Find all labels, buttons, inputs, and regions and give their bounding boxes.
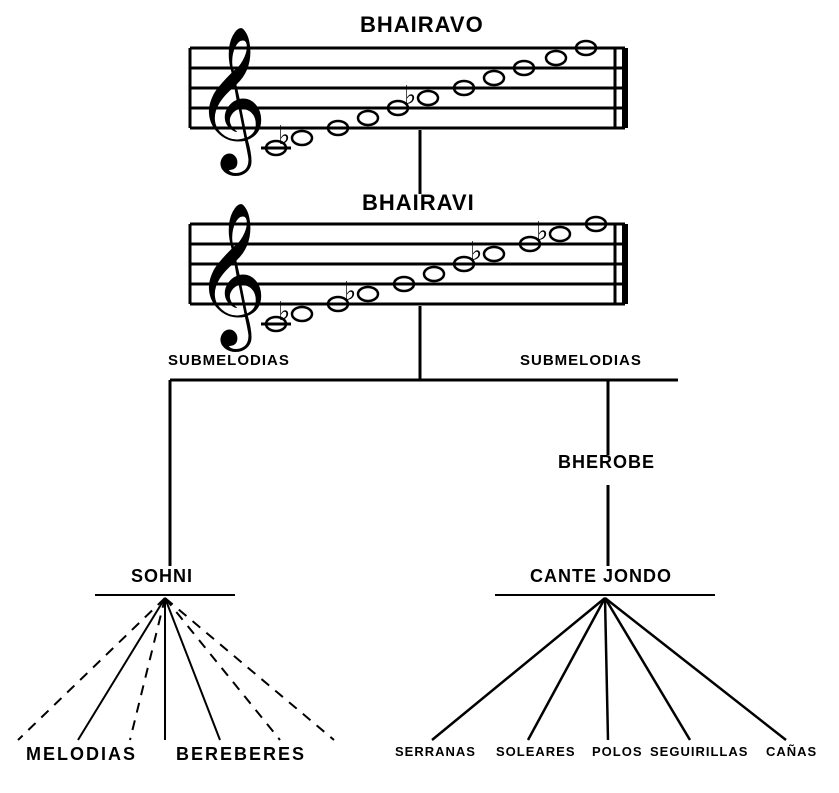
leaf-serranas: SERRANAS — [395, 744, 476, 759]
label-submelodias-right: SUBMELODIAS — [520, 352, 642, 369]
leaf-seguirillas: SEGUIRILLAS — [650, 744, 748, 759]
svg-text:♭: ♭ — [404, 81, 416, 110]
leaf-melodias: MELODIAS — [26, 744, 137, 765]
label-cante-jondo: CANTE JONDO — [530, 566, 672, 587]
svg-text:𝄞: 𝄞 — [194, 29, 267, 176]
leaf-bereberes: BEREBERES — [176, 744, 306, 765]
label-bhairavo: BHAIRAVO — [360, 12, 484, 38]
label-bhairavi: BHAIRAVI — [362, 190, 475, 216]
label-bherobe: BHEROBE — [558, 452, 655, 473]
svg-text:𝄞: 𝄞 — [194, 205, 267, 352]
label-sohni: SOHNI — [131, 566, 193, 587]
svg-text:♭: ♭ — [278, 297, 290, 326]
leaf-polos: POLOS — [592, 744, 643, 759]
leaf-canas: CAÑAS — [766, 744, 817, 759]
underline-cante — [495, 594, 715, 596]
svg-text:♭: ♭ — [278, 121, 290, 150]
label-submelodias-left: SUBMELODIAS — [168, 352, 290, 369]
svg-text:♭: ♭ — [470, 237, 482, 266]
underline-sohni — [95, 594, 235, 596]
svg-text:♭: ♭ — [536, 217, 548, 246]
leaf-soleares: SOLEARES — [496, 744, 576, 759]
svg-text:♭: ♭ — [344, 277, 356, 306]
diagram-svg: 𝄞 ♭ ♭ 𝄞 ♭ ♭ ♭ ♭ — [0, 0, 839, 793]
